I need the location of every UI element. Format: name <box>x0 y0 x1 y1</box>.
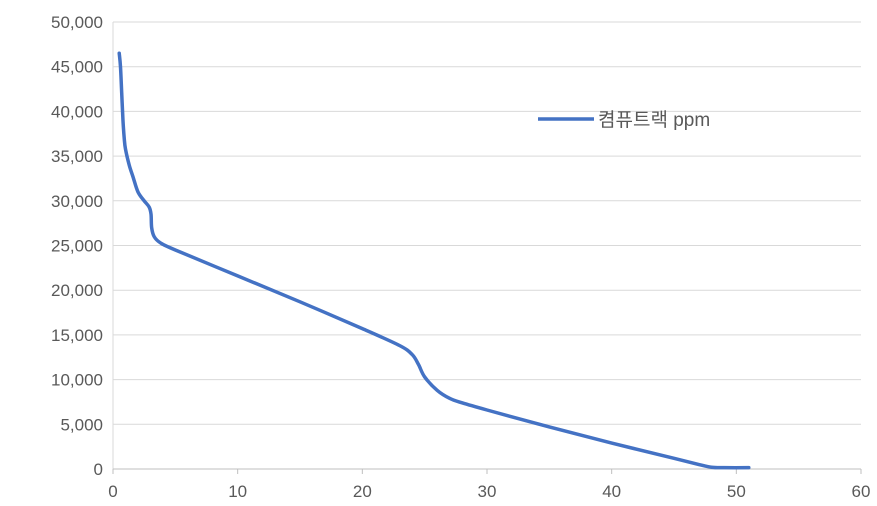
axes: 0 5,000 10,000 15,000 20,000 25,000 30,000 35,0… <box>51 13 870 501</box>
legend: 켬퓨트랙 ppm <box>538 109 710 131</box>
x-tick-label: 30 <box>478 482 497 501</box>
gridlines <box>113 21 861 470</box>
y-tick-label: 5,000 <box>60 415 103 434</box>
y-tick-label: 30,000 <box>51 192 103 211</box>
x-tick-label: 50 <box>727 482 746 501</box>
y-tick-label: 15,000 <box>51 326 103 345</box>
y-tick-label: 45,000 <box>51 58 103 77</box>
x-tick-label: 40 <box>602 482 621 501</box>
legend-label: 켬퓨트랙 ppm <box>598 109 710 131</box>
y-tick-label: 40,000 <box>51 102 103 121</box>
x-tick-label: 60 <box>852 482 871 501</box>
y-tick-label: 0 <box>94 460 103 479</box>
series-group <box>117 51 751 470</box>
series-line <box>117 51 751 470</box>
x-tick-label: 20 <box>353 482 372 501</box>
y-tick-label: 25,000 <box>51 237 103 256</box>
y-tick-label: 10,000 <box>51 371 103 390</box>
y-tick-label: 35,000 <box>51 147 103 166</box>
y-tick-label: 50,000 <box>51 13 103 32</box>
x-tick-label: 0 <box>108 482 117 501</box>
x-tick-label: 10 <box>228 482 247 501</box>
y-tick-label: 20,000 <box>51 281 103 300</box>
